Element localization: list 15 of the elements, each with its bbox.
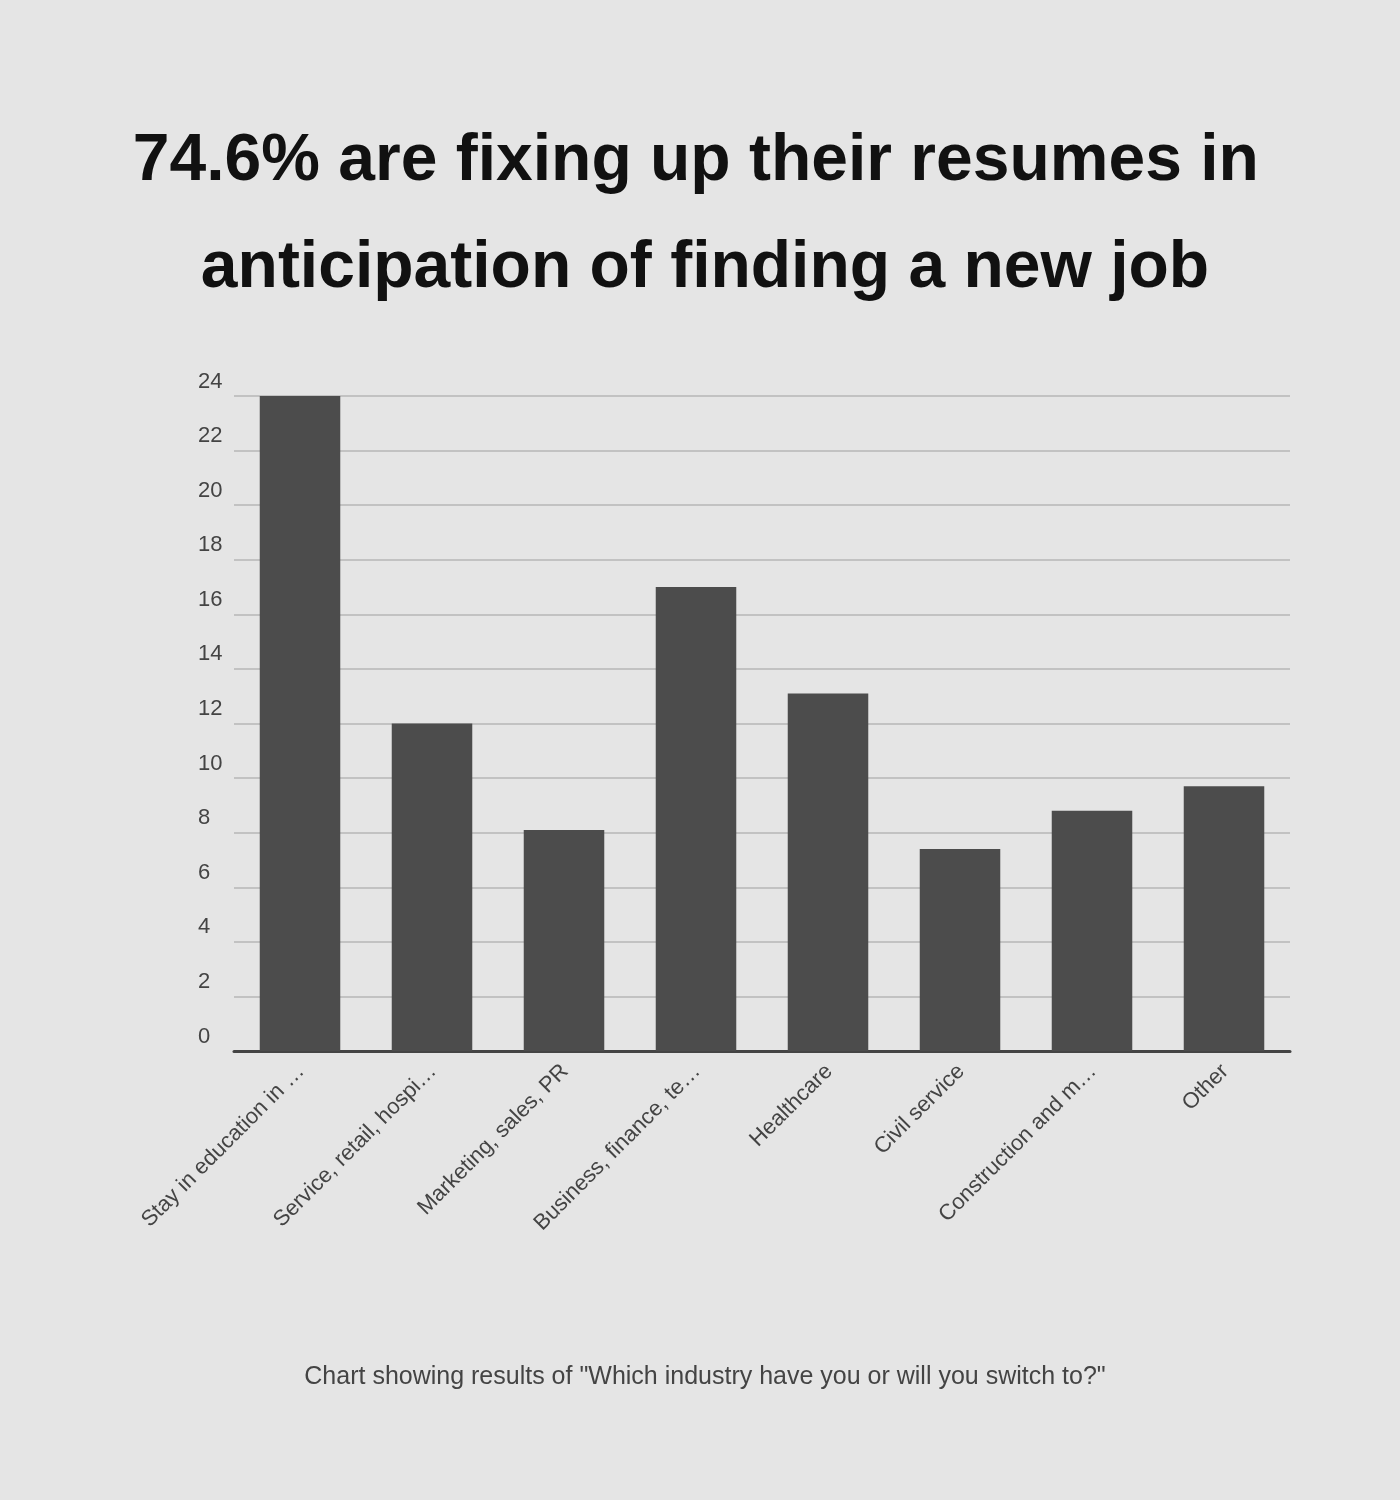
y-tick-label: 0	[198, 1022, 211, 1048]
y-tick-label: 16	[198, 585, 223, 611]
y-tick-label: 18	[198, 531, 223, 557]
y-tick-label: 24	[198, 367, 223, 393]
y-tick-label: 14	[198, 640, 223, 666]
y-tick-label: 12	[198, 695, 223, 720]
y-tick-label: 22	[198, 422, 223, 448]
y-tick-label: 8	[198, 804, 211, 830]
y-tick-label: 2	[198, 967, 211, 993]
y-tick-label: 20	[198, 476, 223, 502]
chart-title: 74.6% are fixing up their resumes in anticipation of finding a new job	[132, 119, 1278, 301]
text: Chart showing results of "Which industry have you or will you switch to?"	[304, 1360, 1106, 1389]
y-tick-label: 4	[198, 913, 211, 939]
y-tick-label: 10	[198, 749, 223, 775]
y-tick-label: 6	[198, 858, 211, 884]
